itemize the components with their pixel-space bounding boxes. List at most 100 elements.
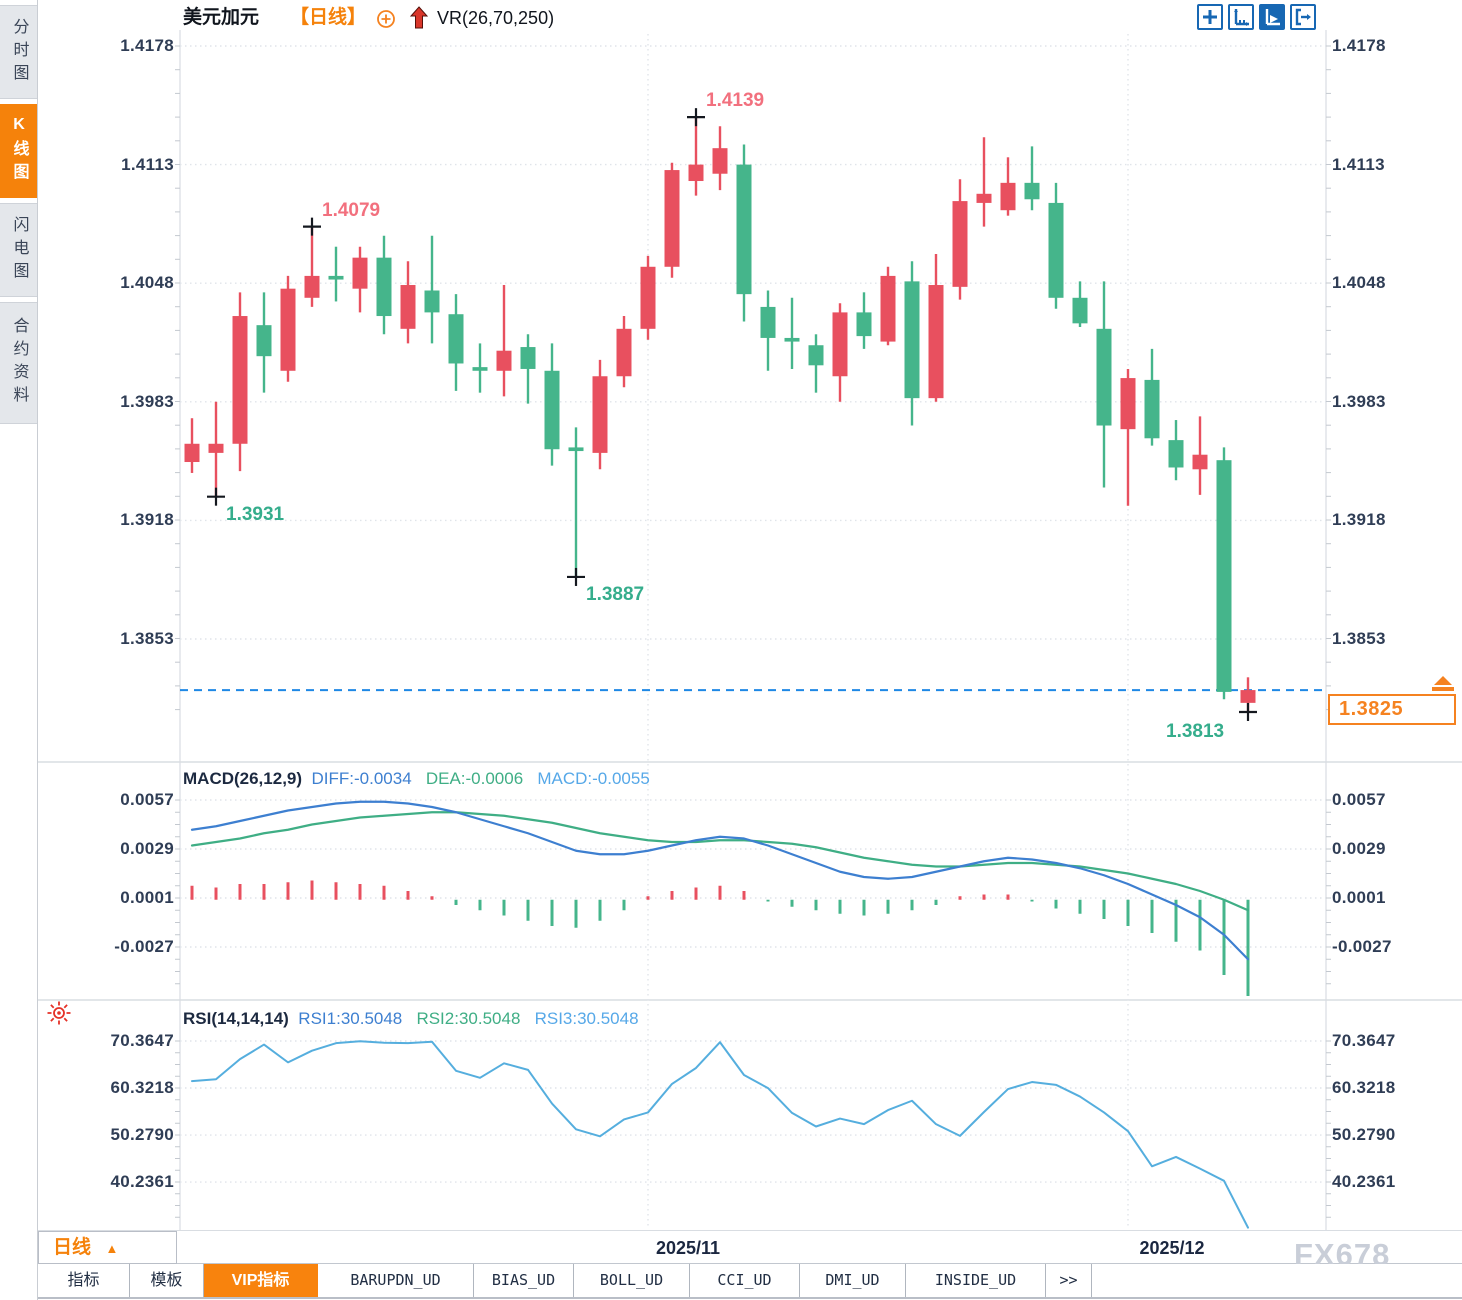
price-tick: 1.3853: [120, 629, 174, 648]
tab-inside-ud[interactable]: INSIDE_UD: [906, 1264, 1046, 1297]
rsi-tick: 70.3647: [1332, 1031, 1396, 1050]
red-up-arrow-icon: [409, 6, 429, 29]
macd-value: MACD:-0.0055: [537, 769, 650, 788]
sidebar-item-time-chart[interactable]: 分时图: [0, 5, 37, 99]
candle-body: [328, 275, 344, 280]
candle-body: [1048, 202, 1064, 298]
candle-body: [688, 164, 704, 182]
macd-title[interactable]: MACD(26,12,9): [183, 769, 303, 788]
rsi-tick: 60.3218: [110, 1078, 174, 1097]
axis-play-icon[interactable]: [1259, 4, 1285, 30]
chart-toolbar: [1197, 4, 1316, 30]
sidebar-item-label: 合约资料: [10, 317, 28, 409]
candle-body: [976, 193, 992, 203]
sidebar-item-contract-info[interactable]: 合约资料: [0, 302, 37, 424]
candle-body: [640, 266, 656, 329]
candle-body: [952, 201, 968, 287]
rsi-header: RSI(14,14,14) RSI1:30.5048 RSI2:30.5048 …: [183, 1008, 639, 1030]
candle-body: [208, 443, 224, 453]
candle-body: [1192, 454, 1208, 470]
candle-body: [856, 312, 872, 337]
sidebar: 分时图 K线图 闪电图 合约资料: [0, 0, 38, 1300]
tab-boll-ud[interactable]: BOLL_UD: [574, 1264, 690, 1297]
sidebar-item-label: K线图: [10, 116, 28, 186]
tab-vip-indicators[interactable]: VIP指标: [204, 1264, 318, 1297]
indicator-tab-bar: 指标 模板 VIP指标 BARUPDN_UD BIAS_UD BOLL_UD C…: [38, 1264, 1462, 1299]
symbol-title: 美元加元: [183, 7, 260, 28]
price-tick: 1.4113: [121, 155, 174, 174]
candle-body: [712, 148, 728, 174]
macd-tick: 0.0029: [1332, 839, 1386, 858]
candle-body: [928, 285, 944, 399]
price-annotation: 1.4079: [322, 199, 381, 221]
vr-indicator-label[interactable]: VR(26,70,250): [437, 8, 555, 28]
candle-body: [1000, 182, 1016, 211]
candle-body: [376, 257, 392, 317]
macd-diff-value: DIFF:-0.0034: [311, 769, 412, 788]
date-axis-strip: [38, 1230, 1462, 1264]
candle-body: [832, 312, 848, 377]
candle-body: [592, 376, 608, 453]
candle-body: [496, 350, 512, 371]
price-tick: 1.4113: [1332, 155, 1385, 174]
rsi-tick: 50.2790: [110, 1125, 174, 1144]
tab-templates[interactable]: 模板: [130, 1264, 204, 1297]
macd-tick: 0.0001: [120, 888, 174, 907]
macd-header: MACD(26,12,9) DIFF:-0.0034 DEA:-0.0006 M…: [183, 768, 650, 790]
price-tick: 1.3983: [120, 392, 174, 411]
candle-body: [232, 316, 248, 444]
candle-body: [304, 275, 320, 298]
tab-bias-ud[interactable]: BIAS_UD: [474, 1264, 574, 1297]
candle-body: [424, 290, 440, 313]
period-tag[interactable]: 【日线】: [290, 7, 367, 28]
macd-dea-value: DEA:-0.0006: [425, 769, 524, 788]
candle-body: [880, 275, 896, 342]
price-annotation: 1.3887: [586, 583, 645, 605]
candle-body: [1072, 297, 1088, 324]
crosshair-move-icon[interactable]: [1197, 4, 1223, 30]
price-arrow-icon: [1434, 676, 1452, 685]
price-annotation: 1.3931: [226, 503, 285, 525]
rsi-title[interactable]: RSI(14,14,14): [183, 1009, 289, 1028]
candle-body: [1240, 690, 1256, 703]
sidebar-item-flash-chart[interactable]: 闪电图: [0, 203, 37, 297]
candle-body: [616, 328, 632, 377]
macd-tick: -0.0027: [114, 937, 174, 956]
candle-body: [760, 306, 776, 338]
candle-body: [664, 170, 680, 267]
macd-tick: 0.0029: [120, 839, 174, 858]
axis-scale-icon[interactable]: [1228, 4, 1254, 30]
rsi1-value: RSI1:30.5048: [298, 1009, 403, 1028]
price-tick: 1.4178: [120, 36, 174, 55]
candle-body: [280, 288, 296, 371]
tab-dmi-ud[interactable]: DMI_UD: [800, 1264, 906, 1297]
candle-body: [784, 337, 800, 342]
sidebar-item-kline-chart[interactable]: K线图: [0, 104, 37, 198]
candle-body: [1024, 182, 1040, 200]
macd-tick: 0.0057: [1332, 790, 1386, 809]
candle-body: [1096, 328, 1112, 426]
candle-body: [736, 164, 752, 295]
tab-more[interactable]: >>: [1046, 1264, 1092, 1297]
circle-plus-icon[interactable]: [376, 9, 396, 29]
period-selector-label: 日线: [53, 1237, 92, 1258]
macd-tick: 0.0001: [1332, 888, 1386, 907]
candle-body: [808, 345, 824, 366]
price-tick: 1.3853: [1332, 629, 1386, 648]
candle-body: [400, 285, 416, 329]
tab-barupdn-ud[interactable]: BARUPDN_UD: [318, 1264, 474, 1297]
candle-body: [544, 370, 560, 450]
pan-exit-icon[interactable]: [1290, 4, 1316, 30]
price-annotation: 1.4139: [706, 90, 765, 112]
price-annotation: 1.3813: [1166, 720, 1225, 742]
tab-indicators[interactable]: 指标: [38, 1264, 130, 1297]
period-selector[interactable]: 日线 ▲: [38, 1231, 177, 1264]
triangle-up-icon: ▲: [105, 1241, 119, 1256]
candle-body: [1168, 440, 1184, 468]
candle-body: [568, 447, 584, 452]
tab-cci-ud[interactable]: CCI_UD: [690, 1264, 800, 1297]
current-price-box[interactable]: 1.3825: [1328, 694, 1456, 725]
sun-icon[interactable]: [46, 1000, 72, 1026]
